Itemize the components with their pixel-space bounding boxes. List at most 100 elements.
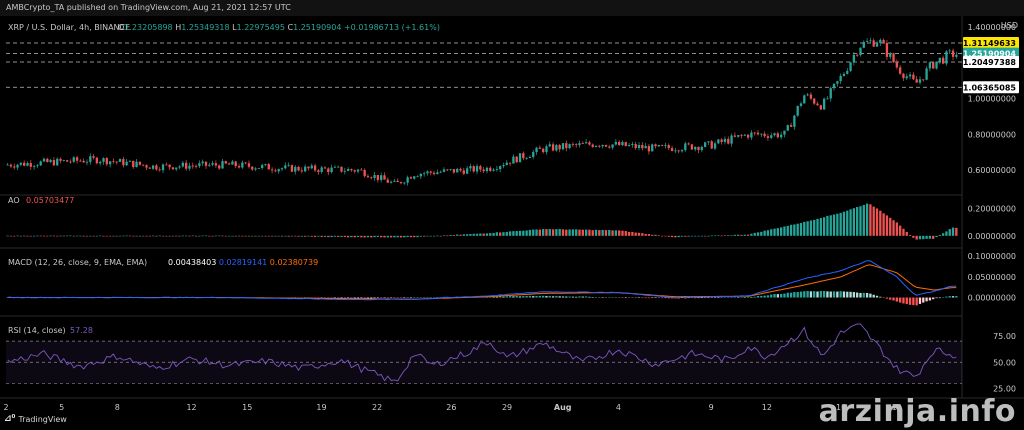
macd-histogram-bar — [558, 296, 561, 298]
macd-pane[interactable]: 0.10000000 0.05000000 0.00000000 — [6, 252, 1016, 306]
macd-histogram-bar — [842, 291, 846, 298]
tradingview-footer[interactable]: ⊿⁰ TradingView — [4, 414, 67, 424]
macd-histogram-bar — [568, 296, 571, 298]
price-pane[interactable]: 1.40000000 1.00000000 0.80000000 0.60000000… — [6, 23, 1019, 186]
candle — [208, 164, 211, 166]
ao-bar — [809, 220, 813, 236]
time-tick-label: 29 — [502, 403, 512, 412]
ao-bar — [32, 235, 36, 237]
candle — [608, 146, 611, 148]
ao-bar — [912, 235, 915, 238]
candle — [621, 142, 624, 146]
ao-pane[interactable]: 0.20000000 0.00000000 — [6, 203, 1016, 241]
ao-bar — [813, 219, 816, 236]
candle — [29, 163, 32, 167]
ao-bar — [846, 210, 849, 236]
ao-bar — [218, 235, 221, 237]
macd-histogram-bar — [832, 291, 836, 298]
candle — [138, 161, 142, 165]
time-tick-label: 19 — [316, 403, 326, 412]
ao-bar — [571, 229, 575, 236]
ao-bar — [115, 235, 118, 237]
macd-histogram-bar — [644, 297, 647, 299]
time-tick-label: 9 — [709, 403, 714, 412]
macd-histogram-bar — [598, 297, 601, 298]
macd-histogram-bar — [813, 291, 816, 298]
macd-histogram-bar — [363, 297, 366, 299]
candle — [730, 135, 733, 144]
rsi-pane[interactable]: 75.00 50.00 25.00 — [6, 323, 1016, 394]
ao-bar — [713, 235, 717, 237]
ao-bar — [89, 235, 92, 237]
candle — [624, 142, 627, 146]
chart-canvas[interactable]: 1.40000000 1.00000000 0.80000000 0.60000000… — [0, 16, 1024, 430]
candle — [932, 62, 935, 69]
candle — [294, 166, 297, 172]
ao-bar — [475, 233, 479, 236]
time-tick-label: 5 — [59, 403, 64, 412]
macd-histogram-bar — [631, 297, 634, 298]
ao-bar — [720, 235, 723, 237]
ao-bar — [717, 235, 720, 236]
ao-bar — [290, 235, 294, 237]
ao-bar — [512, 231, 515, 236]
ao-bar — [710, 235, 713, 237]
candle — [664, 145, 667, 146]
macd-histogram-bar — [307, 297, 310, 299]
price-tick-label: 0.80000000 — [968, 130, 1016, 139]
ao-bar — [389, 235, 393, 238]
ao-bar — [836, 213, 839, 236]
macd-histogram-bar — [515, 295, 518, 298]
candle — [770, 135, 773, 138]
candle — [667, 145, 670, 149]
macd-histogram-bar — [591, 297, 594, 298]
macd-histogram-bar — [422, 297, 426, 298]
candle — [707, 141, 710, 143]
candle — [955, 54, 958, 57]
ao-bar — [849, 209, 852, 236]
macd-histogram-bar — [545, 296, 548, 298]
ao-bar — [337, 235, 340, 237]
candle — [710, 141, 713, 149]
macd-histogram-bar — [803, 291, 806, 298]
macd-histogram-bar — [727, 297, 730, 299]
candle — [317, 170, 320, 172]
candle — [145, 165, 148, 168]
candle — [340, 166, 343, 172]
time-axis[interactable]: 2 5 8 12 15 19 22 26 29 Aug 4 9 12 16 19 — [3, 403, 901, 412]
ao-bar — [482, 233, 485, 236]
candle — [346, 169, 350, 171]
candle — [489, 167, 492, 171]
candle — [442, 169, 446, 172]
candle — [746, 134, 750, 138]
ao-bar — [191, 235, 194, 237]
ao-bar — [330, 235, 333, 238]
candle — [495, 169, 499, 170]
ao-bar — [128, 235, 132, 237]
candle — [898, 67, 902, 74]
macd-histogram-bar — [865, 292, 869, 298]
site-watermark: arzinja.info — [818, 394, 1016, 429]
candle — [95, 157, 99, 164]
candle — [584, 142, 588, 144]
candle — [46, 158, 49, 163]
macd-histogram-bar — [822, 291, 826, 298]
macd-histogram-bar — [690, 297, 694, 299]
candle — [618, 142, 621, 146]
ao-bar — [65, 235, 69, 237]
candle — [687, 143, 690, 145]
ao-legend: AO 0.05703477 — [8, 196, 74, 205]
ao-bar — [869, 204, 872, 236]
price-tag-label: 1.06365085 — [963, 83, 1017, 92]
candle — [753, 132, 756, 134]
candle — [882, 39, 885, 44]
candle — [951, 50, 955, 57]
ao-bar — [707, 235, 710, 237]
candle — [575, 144, 578, 146]
macd-histogram-bar — [737, 297, 740, 298]
macd-tick-label: 0.10000000 — [968, 252, 1016, 261]
macd-value: 0.02380739 — [267, 258, 318, 267]
candle — [644, 146, 647, 149]
candle — [310, 165, 313, 169]
macd-histogram-bar — [697, 297, 700, 299]
